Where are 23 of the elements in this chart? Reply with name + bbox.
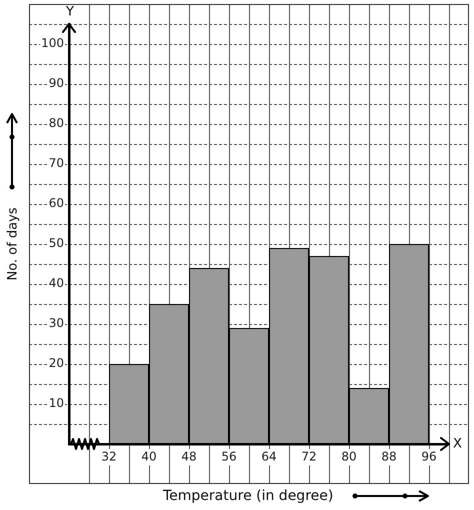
x-tick-label: 40 <box>141 449 157 464</box>
x-tick-label: 56 <box>221 449 237 464</box>
y-tick-label: 10 <box>48 396 64 410</box>
x-tick-label: 88 <box>381 449 397 464</box>
x-tick-label: 32 <box>101 449 117 464</box>
y-tick-label: 20 <box>48 356 64 370</box>
x-axis-title: Temperature (in degree) <box>163 488 334 504</box>
text: X <box>453 436 462 452</box>
x-tick-label: 48 <box>181 449 197 464</box>
text: Y <box>65 4 74 20</box>
y-tick-label: 50 <box>48 236 64 250</box>
y-axis-title: No. of days <box>6 207 20 281</box>
y-tick-label: 60 <box>48 196 64 210</box>
y-tick-label: 80 <box>48 116 64 130</box>
x-tick-label: 72 <box>301 449 317 464</box>
x-tick-label: 96 <box>421 449 437 464</box>
x-tick-label: 80 <box>341 449 357 464</box>
x-tick-label: 64 <box>261 449 277 464</box>
y-tick-label: 30 <box>48 316 64 330</box>
y-tick-label: 100 <box>41 36 64 50</box>
y-tick-label: 40 <box>48 276 64 290</box>
y-tick-label: 90 <box>48 76 64 90</box>
y-tick-label: 70 <box>48 156 64 170</box>
